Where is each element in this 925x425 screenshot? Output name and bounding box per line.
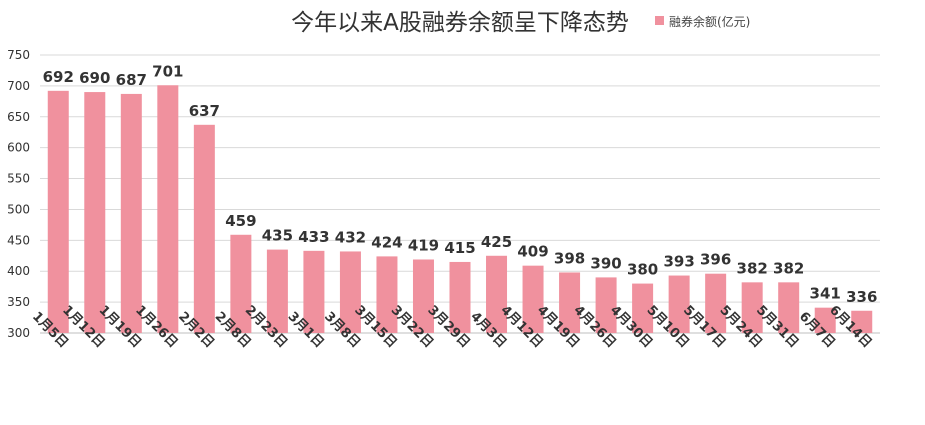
legend-swatch bbox=[655, 16, 664, 25]
bar bbox=[632, 283, 654, 333]
y-tick-label: 650 bbox=[7, 110, 30, 124]
legend-label: 融券余额(亿元) bbox=[669, 14, 750, 29]
y-axis: 300 350 400 450 500 550 600 650 700 750 bbox=[7, 48, 30, 340]
bar bbox=[449, 261, 471, 333]
y-tick-label: 450 bbox=[7, 233, 30, 247]
bar bbox=[266, 249, 288, 333]
bar bbox=[778, 282, 800, 333]
data-label: 433 bbox=[298, 228, 329, 246]
data-label: 459 bbox=[225, 212, 256, 230]
data-label: 692 bbox=[43, 68, 74, 86]
data-label: 396 bbox=[700, 251, 731, 269]
bar bbox=[814, 307, 836, 333]
data-label: 419 bbox=[408, 236, 439, 254]
data-label: 393 bbox=[663, 253, 694, 271]
data-label: 382 bbox=[737, 259, 768, 277]
data-label: 690 bbox=[79, 69, 110, 87]
bars bbox=[47, 85, 873, 333]
data-label: 637 bbox=[189, 102, 220, 120]
data-labels: 692 690 687 701 637 459 435 433 432 424 419 415 425 4… bbox=[43, 62, 878, 305]
bar bbox=[339, 251, 361, 333]
bar bbox=[705, 273, 727, 333]
bar bbox=[595, 277, 617, 333]
bar bbox=[559, 272, 581, 333]
data-label: 432 bbox=[335, 228, 366, 246]
data-label: 336 bbox=[846, 288, 877, 306]
data-label: 390 bbox=[590, 254, 621, 272]
data-label: 380 bbox=[627, 261, 658, 279]
bar bbox=[193, 124, 215, 333]
y-tick-label: 550 bbox=[7, 172, 30, 186]
bar bbox=[486, 255, 508, 333]
data-label: 425 bbox=[481, 233, 512, 251]
bar bbox=[412, 259, 434, 333]
bar bbox=[303, 250, 325, 333]
bar bbox=[376, 256, 398, 333]
y-tick-label: 700 bbox=[7, 79, 30, 93]
bar bbox=[47, 90, 69, 333]
y-tick-label: 600 bbox=[7, 141, 30, 155]
data-label: 409 bbox=[517, 243, 548, 261]
y-tick-label: 350 bbox=[7, 295, 30, 309]
data-label: 701 bbox=[152, 62, 183, 80]
data-label: 435 bbox=[262, 227, 293, 245]
gridlines bbox=[40, 54, 880, 334]
bar bbox=[668, 275, 690, 333]
bar bbox=[230, 234, 252, 333]
y-tick-label: 300 bbox=[7, 326, 30, 340]
legend: 融券余额(亿元) bbox=[655, 14, 750, 29]
bar bbox=[522, 265, 544, 333]
data-label: 687 bbox=[116, 71, 147, 89]
bar bbox=[120, 93, 142, 333]
chart-title: 今年以来A股融券余额呈下降态势 bbox=[291, 10, 629, 36]
bar bbox=[157, 85, 179, 333]
y-tick-label: 750 bbox=[7, 48, 30, 62]
data-label: 398 bbox=[554, 249, 585, 267]
y-tick-label: 400 bbox=[7, 264, 30, 278]
data-label: 424 bbox=[371, 233, 402, 251]
bar bbox=[84, 92, 106, 333]
data-label: 415 bbox=[444, 239, 475, 257]
y-tick-label: 500 bbox=[7, 202, 30, 216]
data-label: 382 bbox=[773, 259, 804, 277]
bar bbox=[851, 310, 873, 333]
data-label: 341 bbox=[810, 285, 841, 303]
bar bbox=[741, 282, 763, 333]
